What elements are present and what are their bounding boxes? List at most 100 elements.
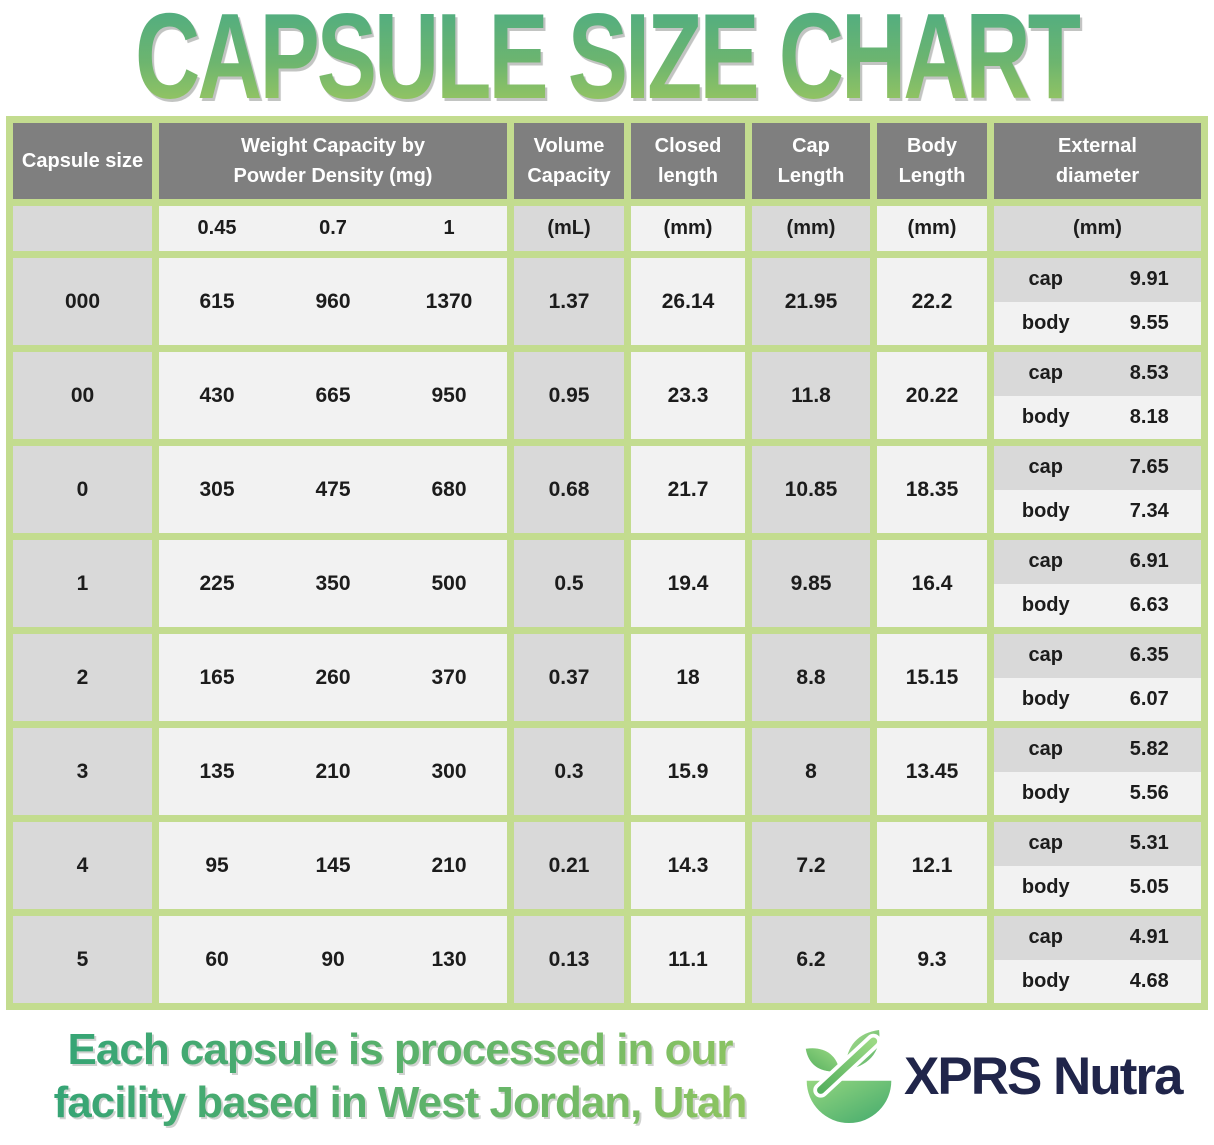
cap-length-cell: 8 [752, 728, 870, 815]
header-capsule-size: Capsule size [13, 123, 152, 199]
capsule-size-table: Capsule size Weight Capacity by Powder D… [6, 116, 1208, 1010]
ext-body-label: body [1021, 499, 1070, 522]
unit-capsule-size-empty [13, 206, 152, 251]
ext-cap-value: 8.53 [1129, 362, 1169, 385]
ext-body-label: body [1021, 405, 1070, 428]
brand-logo: XPRS Nutra [802, 1028, 1183, 1126]
closed-length-cell: 18 [631, 634, 745, 721]
body-length-cell: 15.15 [877, 634, 987, 721]
weight-cell: 60 90 130 [159, 916, 507, 1003]
ext-cap-label: cap [1028, 268, 1063, 291]
body-length-cell: 13.45 [877, 728, 987, 815]
volume-cell: 0.5 [514, 540, 624, 627]
ext-cap-label: cap [1028, 738, 1063, 761]
capsule-size-cell: 000 [13, 258, 152, 345]
volume-cell: 1.37 [514, 258, 624, 345]
external-diameter-cell: cap 5.82 body 5.56 [994, 728, 1201, 815]
weight-cell: 95 145 210 [159, 822, 507, 909]
weight-cell: 305 475 680 [159, 446, 507, 533]
ext-body-value: 8.18 [1129, 405, 1169, 428]
mortar-pestle-leaves-icon [805, 1029, 892, 1123]
unit-cap: (mm) [752, 206, 870, 251]
footer-tagline-line2: facility based in West Jordan, Utah [53, 1077, 747, 1127]
weight-cell: 165 260 370 [159, 634, 507, 721]
footer: Each capsule is processed in our facilit… [0, 1024, 1214, 1130]
volume-cell: 0.95 [514, 352, 624, 439]
body-length-cell: 16.4 [877, 540, 987, 627]
closed-length-cell: 26.14 [631, 258, 745, 345]
volume-cell: 0.13 [514, 916, 624, 1003]
cap-length-cell: 21.95 [752, 258, 870, 345]
capsule-size-cell: 3 [13, 728, 152, 815]
ext-cap-label: cap [1028, 926, 1063, 949]
ext-body-label: body [1021, 311, 1070, 334]
closed-length-cell: 15.9 [631, 728, 745, 815]
ext-cap-label: cap [1028, 832, 1063, 855]
unit-external: (mm) [994, 206, 1201, 251]
weight-cell: 615 960 1370 [159, 258, 507, 345]
body-length-cell: 9.3 [877, 916, 987, 1003]
capsule-size-cell: 2 [13, 634, 152, 721]
brand-wordmark: XPRS Nutra [904, 1047, 1183, 1107]
ext-cap-value: 5.31 [1129, 832, 1169, 855]
ext-cap-label: cap [1028, 456, 1063, 479]
volume-cell: 0.3 [514, 728, 624, 815]
unit-body: (mm) [877, 206, 987, 251]
ext-body-value: 5.56 [1129, 781, 1169, 804]
ext-cap-label: cap [1028, 644, 1063, 667]
ext-body-label: body [1021, 593, 1070, 616]
cap-length-cell: 7.2 [752, 822, 870, 909]
external-diameter-cell: cap 7.65 body 7.34 [994, 446, 1201, 533]
closed-length-cell: 14.3 [631, 822, 745, 909]
closed-length-cell: 19.4 [631, 540, 745, 627]
ext-body-label: body [1021, 687, 1070, 710]
cap-length-cell: 6.2 [752, 916, 870, 1003]
volume-cell: 0.37 [514, 634, 624, 721]
unit-densities: 0.45 0.7 1 [159, 206, 507, 251]
footer-tagline-line1: Each capsule is processed in our [67, 1025, 733, 1074]
cap-length-cell: 11.8 [752, 352, 870, 439]
ext-body-value: 9.55 [1129, 311, 1169, 334]
capsule-size-cell: 1 [13, 540, 152, 627]
ext-body-value: 6.07 [1129, 687, 1169, 710]
closed-length-cell: 11.1 [631, 916, 745, 1003]
capsule-size-cell: 4 [13, 822, 152, 909]
closed-length-cell: 21.7 [631, 446, 745, 533]
ext-body-value: 4.68 [1129, 969, 1169, 992]
external-diameter-cell: cap 5.31 body 5.05 [994, 822, 1201, 909]
capsule-size-cell: 5 [13, 916, 152, 1003]
ext-body-label: body [1021, 969, 1070, 992]
header-closed-length: Closed length [631, 123, 745, 199]
page-title: CAPSULE SIZE CHART [135, 0, 1083, 117]
unit-closed: (mm) [631, 206, 745, 251]
ext-body-label: body [1021, 781, 1070, 804]
ext-cap-label: cap [1028, 550, 1063, 573]
header-volume-capacity: Volume Capacity [514, 123, 624, 199]
volume-cell: 0.21 [514, 822, 624, 909]
ext-cap-value: 5.82 [1129, 738, 1169, 761]
ext-body-value: 5.05 [1129, 875, 1169, 898]
ext-cap-value: 9.91 [1129, 268, 1169, 291]
ext-cap-value: 7.65 [1129, 456, 1169, 479]
header-cap-length: Cap Length [752, 123, 870, 199]
ext-cap-value: 6.35 [1129, 644, 1169, 667]
unit-volume: (mL) [514, 206, 624, 251]
external-diameter-cell: cap 9.91 body 9.55 [994, 258, 1201, 345]
cap-length-cell: 10.85 [752, 446, 870, 533]
body-length-cell: 20.22 [877, 352, 987, 439]
header-external-diameter: External diameter [994, 123, 1201, 199]
external-diameter-cell: cap 6.35 body 6.07 [994, 634, 1201, 721]
ext-body-value: 7.34 [1129, 499, 1169, 522]
ext-cap-value: 6.91 [1129, 550, 1169, 573]
footer-tagline: Each capsule is processed in our facilit… [0, 1024, 800, 1130]
body-length-cell: 12.1 [877, 822, 987, 909]
external-diameter-cell: cap 4.91 body 4.68 [994, 916, 1201, 1003]
header-weight-capacity: Weight Capacity by Powder Density (mg) [159, 123, 507, 199]
ext-cap-label: cap [1028, 362, 1063, 385]
closed-length-cell: 23.3 [631, 352, 745, 439]
cap-length-cell: 8.8 [752, 634, 870, 721]
capsule-size-cell: 00 [13, 352, 152, 439]
weight-cell: 430 665 950 [159, 352, 507, 439]
ext-body-label: body [1021, 875, 1070, 898]
title-bar: CAPSULE SIZE CHART [0, 0, 1214, 117]
